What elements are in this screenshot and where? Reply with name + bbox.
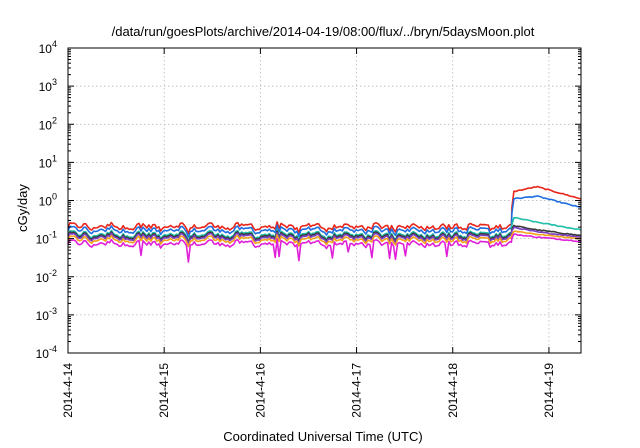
x-tick-label: 2014-4-15	[157, 363, 171, 418]
y-tick-labels: 104 103 102 101 100 10-1 10-2 10-3 10-4	[36, 39, 57, 361]
y-tick-label: 10-1	[36, 230, 57, 247]
grid	[68, 48, 581, 353]
y-tick-label: 10-4	[36, 344, 57, 361]
series-line	[67, 226, 582, 245]
y-tick-label: 10-2	[36, 268, 57, 285]
ticks	[67, 47, 581, 354]
x-tick-label: 2014-4-18	[446, 363, 460, 418]
series-layer	[67, 185, 582, 263]
y-tick-label: 100	[39, 192, 57, 209]
y-tick-label: 102	[39, 115, 57, 132]
series-line	[67, 230, 582, 248]
series-line	[67, 217, 582, 243]
series-line	[67, 224, 582, 244]
series-line	[67, 233, 582, 263]
x-axis-label: Coordinated Universal Time (UTC)	[223, 429, 422, 444]
y-tick-label: 10-3	[36, 306, 57, 323]
x-tick-label: 2014-4-16	[253, 363, 267, 418]
y-axis-label: cGy/day	[15, 184, 30, 232]
chart-title: /data/run/goesPlots/archive/2014-04-19/0…	[112, 24, 535, 39]
series-line	[67, 195, 582, 238]
y-tick-label: 101	[39, 153, 57, 170]
x-tick-label: 2014-4-17	[350, 363, 364, 418]
series-line	[67, 185, 582, 235]
y-tick-label: 103	[39, 77, 57, 94]
x-tick-labels: 2014-4-14 2014-4-15 2014-4-16 2014-4-17 2014…	[61, 363, 556, 418]
y-tick-label: 104	[39, 39, 57, 56]
x-tick-label: 2014-4-19	[542, 363, 556, 418]
x-tick-label: 2014-4-14	[61, 363, 75, 418]
